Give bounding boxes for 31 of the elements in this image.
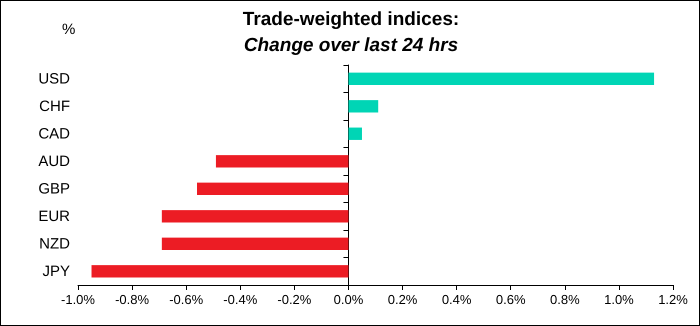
x-tick-label: 1.0% [604,292,634,307]
x-tick-label: 1.2% [658,292,688,307]
x-tick-label: -0.6% [169,292,204,307]
bar [162,210,348,222]
x-tick-label: 0.0% [334,292,364,307]
y-axis-title: % [62,21,76,38]
x-tick-label: -0.8% [115,292,150,307]
bar [92,265,348,278]
x-tick-label: 0.8% [550,292,580,307]
y-tick-label: CAD [38,125,70,142]
y-tick-label: GBP [38,180,70,198]
bar [197,182,348,195]
y-tick-label: NZD [39,235,70,252]
bar [348,128,362,140]
x-tick-label: -0.2% [277,292,312,307]
y-tick-label: EUR [38,208,70,225]
bar [216,155,348,168]
x-tick-label: 0.2% [388,292,418,307]
y-tick-label: USD [38,70,70,88]
bar [162,238,348,250]
x-tick-label: 0.6% [496,292,526,307]
bar [348,100,378,112]
x-tick-label: 0.4% [442,292,472,307]
x-tick-label: -1.0% [61,292,96,307]
chart-subtitle: Change over last 24 hrs [244,35,458,56]
chart-title: Trade-weighted indices: [242,9,460,30]
y-tick-label: CHF [39,98,70,115]
y-tick-label: JPY [42,262,70,280]
bar [348,72,654,85]
y-tick-label: AUD [38,152,70,170]
x-tick-label: -0.4% [223,292,258,307]
